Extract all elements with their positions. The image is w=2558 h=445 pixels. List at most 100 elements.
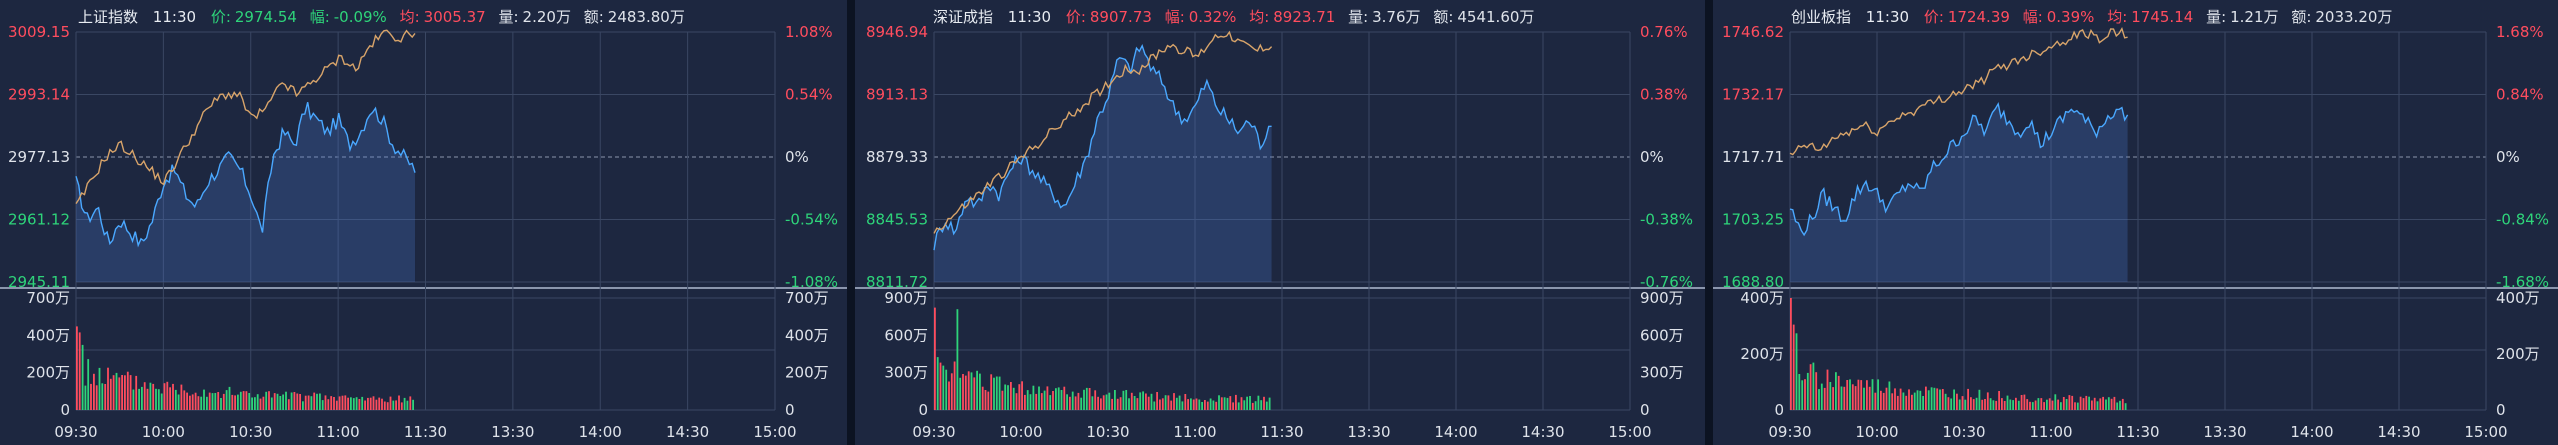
intraday-chart-chinext[interactable]: 1746.62 1732.17 1717.71 1703.25 1688.80 1.68%… bbox=[1713, 0, 2558, 445]
volume-bar bbox=[2091, 400, 2093, 410]
volume-bar bbox=[1896, 395, 1899, 410]
volume-bar bbox=[169, 387, 171, 410]
volume-bar bbox=[206, 396, 208, 410]
volume-bar bbox=[1992, 400, 1995, 410]
volume-bar bbox=[132, 389, 135, 410]
volume-bar bbox=[248, 393, 251, 410]
volume-tick-label: 400万 bbox=[26, 326, 70, 344]
volume-bar bbox=[163, 383, 166, 410]
volume-bar bbox=[1801, 380, 1804, 410]
volume-bar bbox=[1201, 402, 1203, 410]
volume-bar bbox=[109, 378, 112, 410]
volume-bar bbox=[1164, 395, 1167, 410]
volume-bar bbox=[389, 396, 392, 410]
price-tick-label: 1688.80 bbox=[1722, 273, 1784, 291]
volume-bar bbox=[1229, 396, 1232, 410]
volume-bar bbox=[2057, 399, 2059, 410]
volume-bar bbox=[124, 375, 126, 410]
volume-bar bbox=[2071, 395, 2074, 410]
volume-bar bbox=[1052, 391, 1054, 410]
volume-bar bbox=[2003, 401, 2006, 410]
volume-bar bbox=[138, 388, 140, 410]
volume-bar bbox=[2124, 403, 2127, 410]
time-tick-label: 10:00 bbox=[999, 423, 1042, 441]
volume-bar bbox=[1260, 400, 1263, 410]
volume-bar bbox=[1795, 333, 1798, 410]
volume-bar bbox=[208, 392, 211, 410]
volume-tick-label-right: 200万 bbox=[2496, 345, 2540, 363]
volume-bar bbox=[364, 400, 366, 410]
volume-bar bbox=[967, 371, 970, 410]
index-name: 上证指数 bbox=[78, 8, 139, 26]
volume-bar bbox=[2082, 398, 2085, 410]
pct-tick-label: -1.08% bbox=[785, 273, 838, 291]
volume-bar bbox=[1964, 399, 1967, 410]
volume-bar bbox=[976, 370, 978, 410]
volume-bar bbox=[1066, 394, 1068, 410]
price-readout: 价: 1724.39 bbox=[1923, 8, 2010, 26]
volume-bar bbox=[959, 377, 962, 410]
volume-bar bbox=[1851, 384, 1854, 410]
volume-bar bbox=[1055, 388, 1057, 410]
volume-bar bbox=[1832, 387, 1834, 410]
time-tick-label: 14:00 bbox=[579, 423, 622, 441]
volume-bar bbox=[2031, 402, 2034, 410]
volume-bar bbox=[1145, 393, 1147, 410]
volume-bar bbox=[1860, 380, 1863, 410]
volume-bar bbox=[1102, 395, 1105, 410]
volume-bar bbox=[2076, 402, 2079, 410]
volume-bar bbox=[197, 396, 200, 410]
intraday-chart-szse[interactable]: 8946.94 8913.13 8879.33 8845.53 8811.72 0.76%… bbox=[855, 0, 1705, 445]
time-tick-label: 09:30 bbox=[54, 423, 97, 441]
volume-bar bbox=[1212, 400, 1215, 410]
volume-bar bbox=[98, 367, 101, 410]
index-panel-sse[interactable]: 3009.15 2993.14 2977.13 2961.12 2945.11 1.08%… bbox=[0, 0, 847, 445]
volume-bar bbox=[1919, 390, 1922, 410]
volume-bar bbox=[1100, 398, 1102, 410]
volume-bar bbox=[1913, 392, 1916, 410]
volume-bar bbox=[2068, 395, 2071, 410]
volume-bar bbox=[2088, 396, 2090, 410]
volume-tick-label-right: 0 bbox=[785, 401, 795, 419]
volume-readout: 量: 2.20万 bbox=[498, 8, 571, 26]
volume-bar bbox=[1215, 401, 1218, 410]
index-panel-chinext[interactable]: 1746.62 1732.17 1717.71 1703.25 1688.80 1.68%… bbox=[1713, 0, 2558, 445]
volume-bar bbox=[386, 402, 389, 410]
volume-tick-label-right: 700万 bbox=[785, 289, 829, 307]
volume-bar bbox=[1792, 324, 1795, 410]
amount-readout: 额: 2483.80万 bbox=[583, 8, 685, 26]
volume-bar bbox=[1156, 392, 1158, 410]
volume-bar bbox=[304, 395, 307, 410]
volume-bar bbox=[1829, 382, 1832, 410]
volume-bar bbox=[1010, 382, 1012, 410]
volume-bar bbox=[307, 395, 310, 410]
volume-tick-label-right: 0 bbox=[1640, 401, 1650, 419]
volume-tick-label: 200万 bbox=[1740, 345, 1784, 363]
volume-bar bbox=[1043, 390, 1046, 410]
volume-tick-label-right: 400万 bbox=[2496, 289, 2540, 307]
volume-bar bbox=[220, 398, 222, 410]
intraday-chart-sse[interactable]: 3009.15 2993.14 2977.13 2961.12 2945.11 1.08%… bbox=[0, 0, 847, 445]
volume-bar bbox=[228, 386, 231, 410]
volume-bar bbox=[350, 397, 352, 410]
time-tick-label: 10:00 bbox=[142, 423, 185, 441]
volume-bar bbox=[1981, 399, 1984, 410]
index-panel-szse[interactable]: 8946.94 8913.13 8879.33 8845.53 8811.72 0.76%… bbox=[855, 0, 1705, 445]
volume-bar bbox=[1136, 398, 1139, 410]
volume-bar bbox=[1995, 400, 1998, 410]
time-tick-label: 09:30 bbox=[1768, 423, 1811, 441]
volume-bar bbox=[310, 396, 313, 410]
avg-line bbox=[75, 29, 416, 204]
volume-bar bbox=[76, 326, 78, 410]
change-readout: 幅: -0.09% bbox=[309, 8, 387, 26]
volume-bar bbox=[948, 381, 950, 410]
chart-grid bbox=[0, 31, 847, 411]
volume-bar bbox=[2121, 398, 2124, 410]
volume-bar bbox=[1237, 402, 1240, 410]
volume-bar bbox=[276, 393, 279, 410]
volume-bar bbox=[157, 389, 160, 410]
volume-bar bbox=[1077, 392, 1080, 410]
volume-tick-label-right: 600万 bbox=[1640, 326, 1684, 344]
pct-tick-label: 1.68% bbox=[2496, 23, 2544, 41]
volume-bar bbox=[87, 359, 90, 410]
